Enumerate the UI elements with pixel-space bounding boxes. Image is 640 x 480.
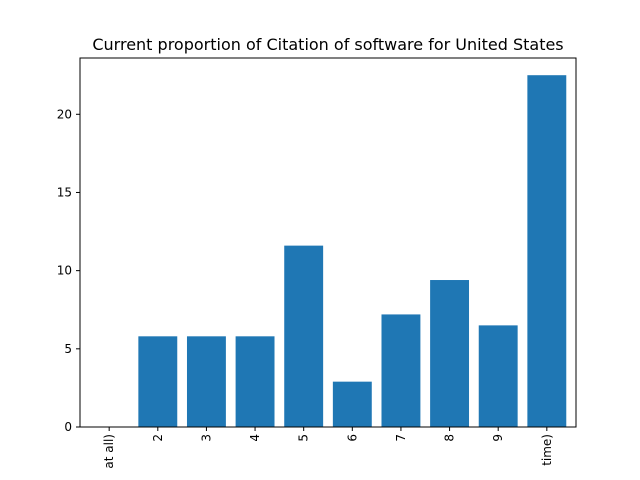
bar-9	[478, 325, 518, 427]
y-tick-label: 5	[64, 342, 72, 356]
x-tick-label: 7	[394, 434, 408, 442]
x-tick-label: 3	[199, 434, 213, 442]
y-axis-ticks: 0 5 10 15 20	[57, 107, 80, 434]
y-tick-label: 15	[57, 185, 72, 199]
plot-frame	[79, 57, 577, 428]
x-tick-label: 5	[297, 434, 311, 442]
x-tick-label: 4	[248, 434, 262, 442]
x-tick-label: at all)	[102, 434, 116, 469]
x-tick-label: 9	[491, 434, 505, 442]
y-tick-label: 0	[64, 420, 72, 434]
x-tick-label: 8	[443, 434, 457, 442]
bar-2	[138, 336, 178, 427]
y-tick-label: 20	[57, 107, 72, 121]
bar-7	[381, 314, 421, 427]
bar-8	[430, 280, 470, 427]
y-tick-label: 10	[57, 264, 72, 278]
x-tick-label: 6	[345, 434, 359, 442]
chart-title: Current proportion of Citation of softwa…	[92, 35, 563, 54]
bar-6	[332, 381, 372, 427]
x-axis-ticks: at all) 2 3 4 5 6 7 8 9 time)	[102, 427, 554, 469]
bar-3	[186, 336, 226, 427]
bar-10	[527, 75, 567, 427]
bar-4	[235, 336, 275, 427]
bars-group	[138, 75, 567, 427]
bar-5	[284, 245, 324, 427]
x-tick-label: 2	[151, 434, 165, 442]
x-tick-label: time)	[540, 434, 554, 466]
